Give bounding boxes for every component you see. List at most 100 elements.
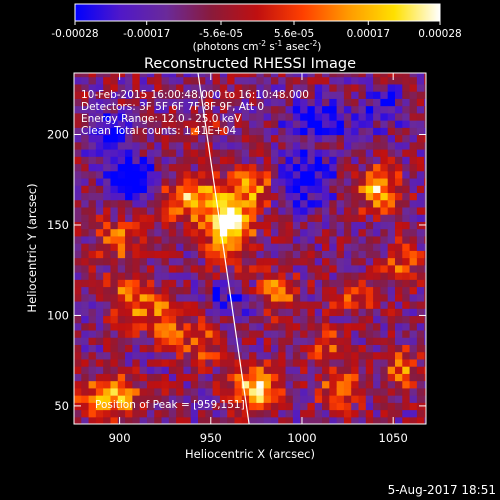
heatmap-cell bbox=[146, 105, 155, 114]
heatmap-cell bbox=[95, 170, 104, 179]
heatmap-cell bbox=[219, 300, 228, 309]
heatmap-cell bbox=[95, 235, 104, 244]
heatmap-cell bbox=[168, 214, 177, 222]
heatmap-cell bbox=[336, 177, 345, 186]
heatmap-cell bbox=[314, 272, 323, 280]
heatmap-cell bbox=[358, 416, 367, 424]
heatmap-cell bbox=[212, 351, 221, 360]
heatmap-cell bbox=[219, 264, 228, 273]
heatmap-cell bbox=[322, 235, 330, 244]
heatmap-cell bbox=[343, 228, 352, 237]
heatmap-cell bbox=[343, 395, 352, 403]
heatmap-cell bbox=[234, 221, 243, 230]
heatmap-cell bbox=[139, 286, 148, 295]
heatmap-cell bbox=[278, 91, 287, 99]
heatmap-cell bbox=[300, 358, 309, 367]
heatmap-cell bbox=[394, 91, 403, 99]
heatmap-cell bbox=[161, 395, 170, 403]
heatmap-cell bbox=[365, 257, 374, 266]
heatmap-cell bbox=[387, 148, 396, 157]
heatmap-cell bbox=[161, 170, 170, 179]
heatmap-cell bbox=[249, 199, 257, 208]
heatmap-cell bbox=[227, 264, 236, 273]
heatmap-cell bbox=[292, 214, 301, 222]
heatmap-cell bbox=[205, 228, 214, 237]
heatmap-cell bbox=[241, 206, 250, 215]
heatmap-cell bbox=[219, 105, 228, 114]
annotation-block: 10-Feb-2015 16:00:48.000 to 16:10:48.000… bbox=[81, 89, 309, 137]
heatmap-cell bbox=[95, 409, 104, 418]
heatmap-cell bbox=[110, 206, 119, 215]
heatmap-cell bbox=[263, 402, 272, 411]
heatmap-cell bbox=[139, 127, 148, 136]
heatmap-cell bbox=[249, 120, 257, 128]
heatmap-cell bbox=[212, 293, 221, 302]
heatmap-cell bbox=[198, 235, 206, 244]
heatmap-cell bbox=[198, 279, 206, 288]
heatmap-cell bbox=[329, 300, 338, 309]
heatmap-cell bbox=[176, 163, 185, 172]
heatmap-cell bbox=[103, 112, 112, 121]
heatmap-cell bbox=[132, 279, 141, 288]
heatmap-cell bbox=[117, 235, 126, 244]
heatmap-cell bbox=[292, 250, 301, 259]
heatmap-cell bbox=[322, 257, 330, 266]
heatmap-cell bbox=[307, 329, 316, 338]
heatmap-cell bbox=[256, 235, 265, 244]
heatmap-cell bbox=[103, 163, 112, 172]
heatmap-cell bbox=[161, 264, 170, 273]
heatmap-cell bbox=[256, 73, 265, 78]
heatmap-cell bbox=[256, 177, 265, 186]
heatmap-cell bbox=[241, 134, 250, 143]
heatmap-cell bbox=[292, 221, 301, 230]
heatmap-cell bbox=[212, 257, 221, 266]
heatmap-cell bbox=[95, 148, 104, 157]
heatmap-cell bbox=[74, 250, 82, 259]
heatmap-cell bbox=[154, 416, 163, 424]
heatmap-cell bbox=[263, 257, 272, 266]
heatmap-cell bbox=[183, 243, 192, 251]
heatmap-cell bbox=[263, 250, 272, 259]
heatmap-cell bbox=[161, 192, 170, 201]
heatmap-cell bbox=[176, 76, 185, 85]
heatmap-cell bbox=[183, 98, 192, 107]
heatmap-cell bbox=[322, 134, 330, 143]
heatmap-cell bbox=[307, 73, 316, 78]
heatmap-cell bbox=[227, 387, 236, 396]
heatmap-cell bbox=[168, 322, 177, 331]
heatmap-cell bbox=[373, 163, 382, 172]
heatmap-cell bbox=[234, 358, 243, 367]
heatmap-cell bbox=[95, 185, 104, 194]
heatmap-cell bbox=[183, 73, 192, 78]
heatmap-cell bbox=[117, 177, 126, 186]
heatmap-cell bbox=[74, 337, 82, 345]
heatmap-cell bbox=[132, 185, 141, 194]
heatmap-cell bbox=[132, 264, 141, 273]
heatmap-cell bbox=[263, 315, 272, 324]
heatmap-cell bbox=[343, 358, 352, 367]
heatmap-cell bbox=[154, 351, 163, 360]
heatmap-cell bbox=[380, 76, 389, 85]
heatmap-cell bbox=[300, 148, 309, 157]
heatmap-cell bbox=[270, 73, 279, 78]
heatmap-cell bbox=[110, 293, 119, 302]
heatmap-cell bbox=[205, 250, 214, 259]
heatmap-cell bbox=[219, 286, 228, 295]
heatmap-cell bbox=[343, 250, 352, 259]
heatmap-cell bbox=[227, 351, 236, 360]
heatmap-cell bbox=[292, 337, 301, 345]
heatmap-cell bbox=[190, 243, 199, 251]
heatmap-cell bbox=[394, 98, 403, 107]
heatmap-cell bbox=[292, 127, 301, 136]
heatmap-cell bbox=[365, 98, 374, 107]
heatmap-cell bbox=[176, 134, 185, 143]
heatmap-cell bbox=[329, 293, 338, 302]
heatmap-cell bbox=[161, 199, 170, 208]
heatmap-cell bbox=[365, 250, 374, 259]
heatmap-cell bbox=[409, 91, 418, 99]
heatmap-cell bbox=[88, 257, 97, 266]
heatmap-cell bbox=[88, 373, 97, 382]
heatmap-cell bbox=[285, 409, 294, 418]
heatmap-cell bbox=[329, 163, 338, 172]
heatmap-cell bbox=[336, 192, 345, 201]
